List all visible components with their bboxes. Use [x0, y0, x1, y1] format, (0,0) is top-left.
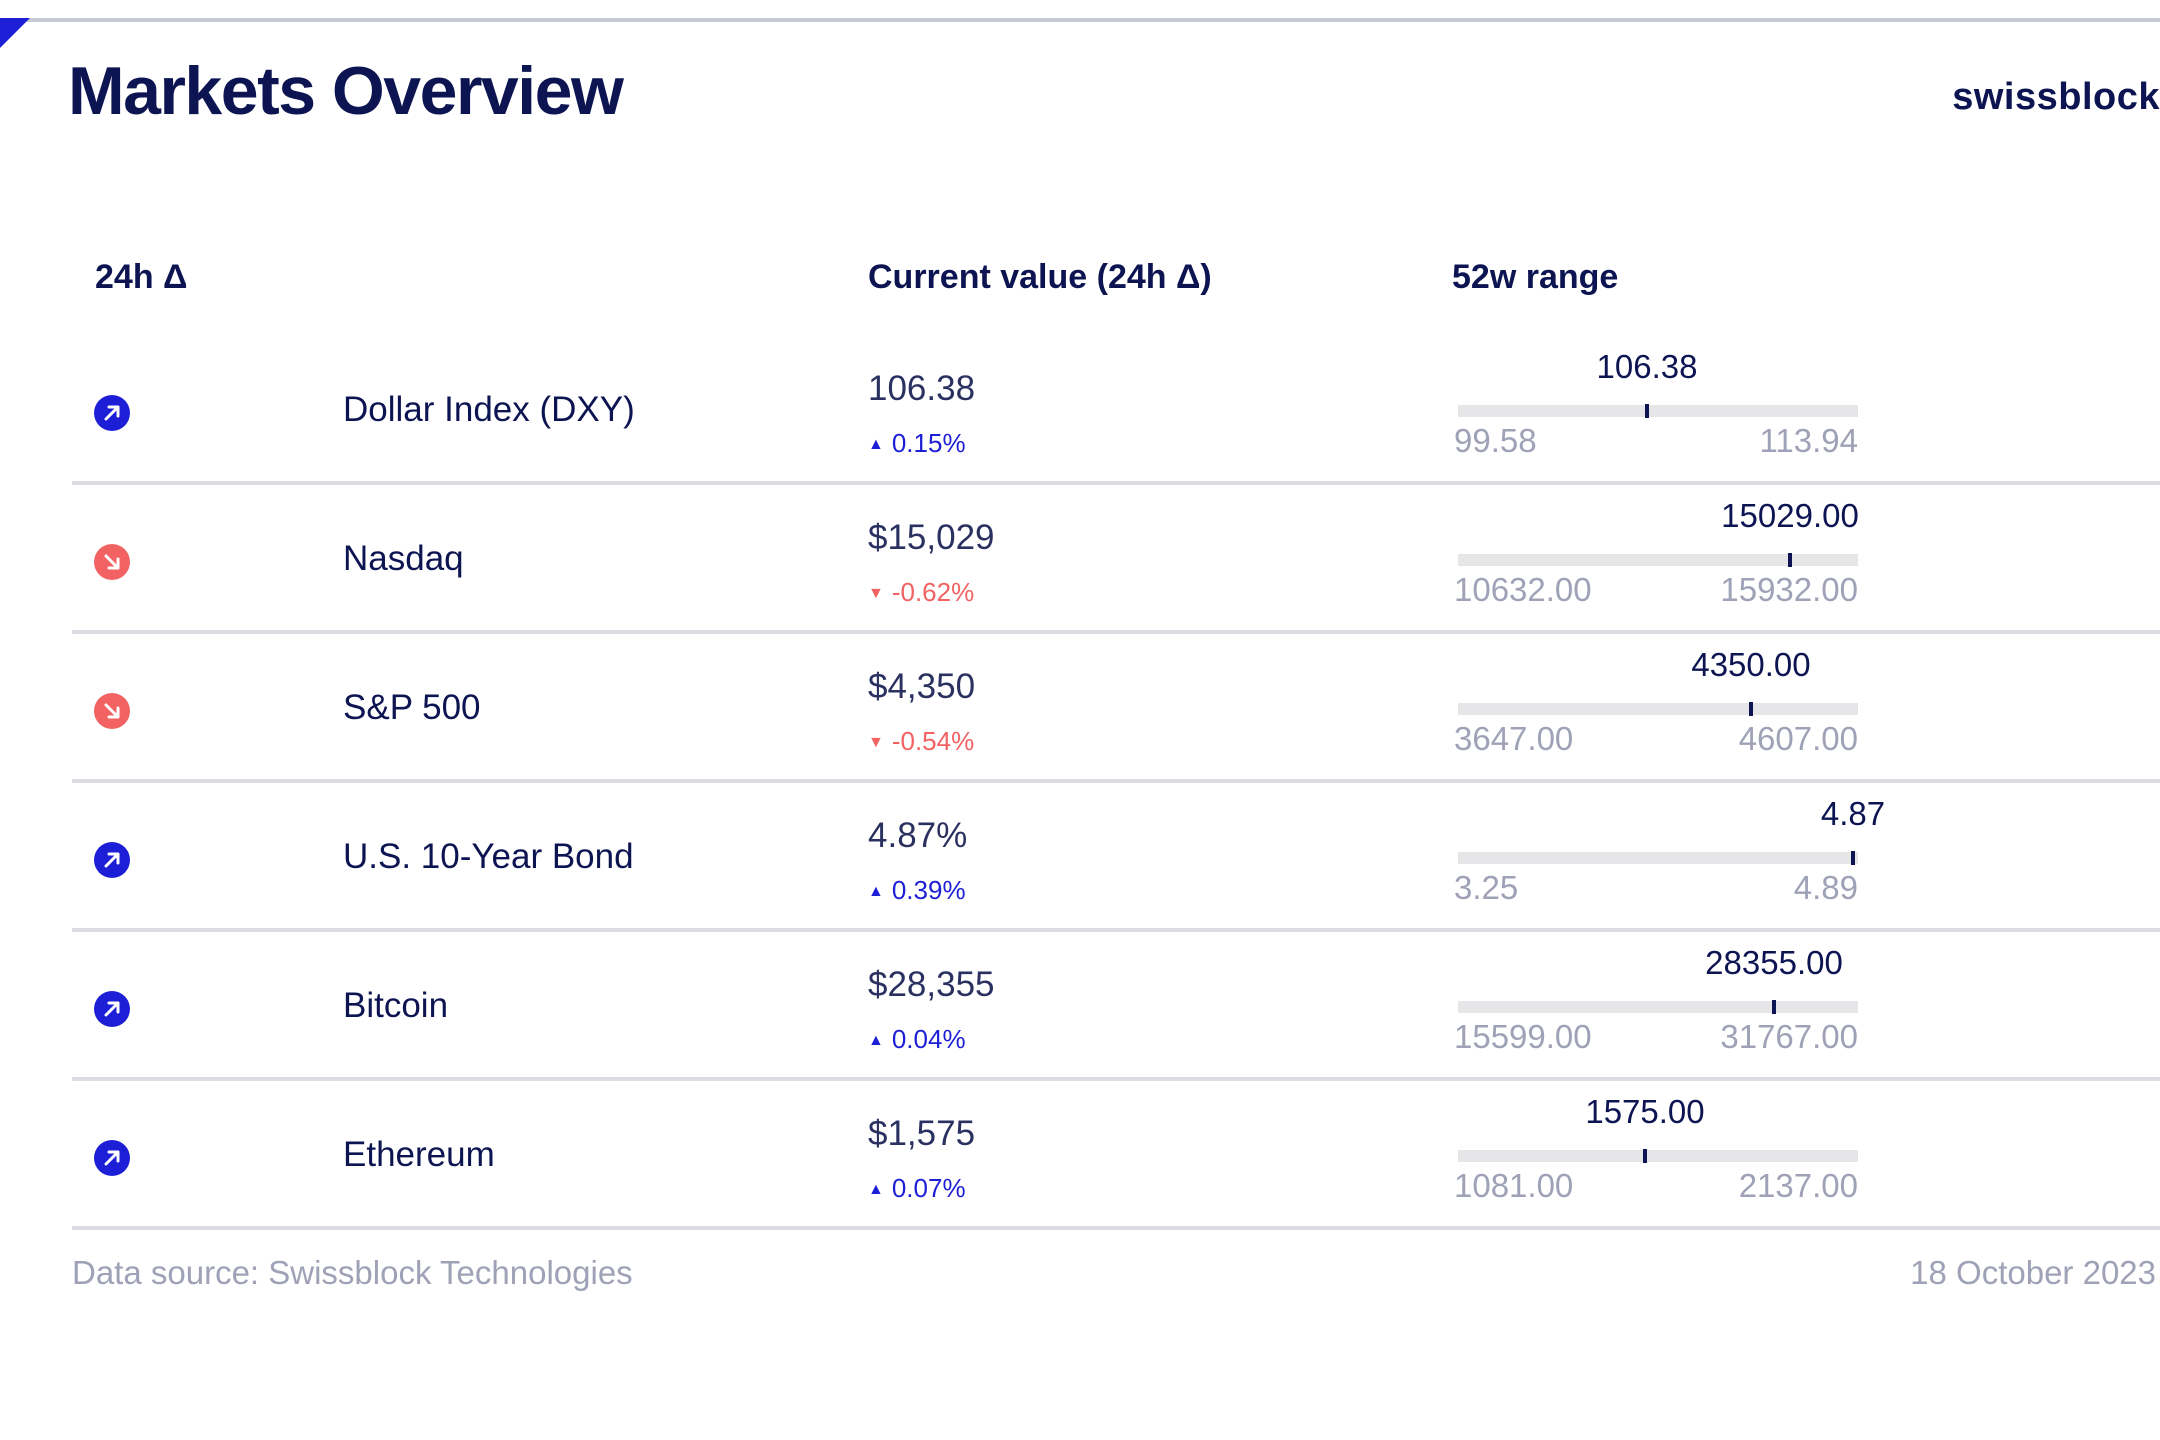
header-24h-delta: 24h Δ [95, 258, 188, 296]
range-marker [1645, 404, 1649, 418]
arrow-up-right-icon [94, 1140, 130, 1176]
arrow-up-right-icon [94, 991, 130, 1027]
table-row: U.S. 10-Year Bond 4.87% ▲ 0.39% 4.87 3.25… [72, 783, 2160, 932]
header-current-value: Current value (24h Δ) [868, 258, 1212, 296]
arrow-up-right-icon [94, 395, 130, 431]
change-24h: ▲ 0.04% [868, 1024, 966, 1055]
brand-logo: swissblock [1952, 76, 2160, 118]
change-24h: ▼ -0.62% [868, 577, 974, 608]
asset-name: Bitcoin [343, 986, 449, 1025]
range-marker [1643, 1149, 1647, 1163]
range-max: 31767.00 [1720, 1018, 1858, 1055]
change-text: 0.39% [891, 875, 966, 905]
asset-name: Nasdaq [343, 539, 464, 578]
change-text: 0.04% [891, 1024, 966, 1054]
range-track [1458, 703, 1858, 715]
asset-name: Dollar Index (DXY) [343, 390, 635, 429]
range-min: 15599.00 [1454, 1018, 1592, 1055]
data-source-note: Data source: Swissblock Technologies [72, 1254, 633, 1291]
range-marker [1788, 553, 1792, 567]
change-text: 0.07% [891, 1173, 966, 1203]
range-current: 4.87 [1820, 795, 1886, 832]
range-min: 3.25 [1454, 869, 1519, 906]
current-value: 4.87% [868, 816, 968, 855]
triangle-up-icon: ▲ [868, 1181, 884, 1198]
range-track [1458, 852, 1858, 864]
range-track [1458, 1001, 1858, 1013]
corner-accent [0, 18, 30, 48]
change-text: -0.54% [891, 726, 975, 756]
current-value: 106.38 [868, 369, 976, 408]
range-min: 10632.00 [1454, 571, 1592, 608]
table-row: S&P 500 $4,350 ▼ -0.54% 4350.00 3647.00 4… [72, 634, 2160, 783]
range-max: 2137.00 [1738, 1167, 1858, 1204]
triangle-down-icon: ▼ [868, 585, 884, 602]
change-text: 0.15% [891, 428, 966, 458]
asset-name: Ethereum [343, 1135, 495, 1174]
range-52w: 28355.00 15599.00 31767.00 [1454, 932, 1858, 1077]
current-value: $15,029 [868, 518, 995, 557]
header-52w-range: 52w range [1452, 258, 1619, 296]
table-header: 24h Δ Current value (24h Δ) 52w range [0, 258, 2160, 308]
range-min: 1081.00 [1454, 1167, 1574, 1204]
range-52w: 15029.00 10632.00 15932.00 [1454, 485, 1859, 630]
range-max: 4607.00 [1738, 720, 1858, 757]
range-52w: 4.87 3.25 4.89 [1454, 783, 1885, 928]
arrow-down-right-icon [94, 544, 130, 580]
report-date: 18 October 2023 [1910, 1254, 2156, 1291]
table-row: Nasdaq $15,029 ▼ -0.62% 15029.00 10632.00… [72, 485, 2160, 634]
top-rule [0, 18, 2160, 22]
table-row: Bitcoin $28,355 ▲ 0.04% 28355.00 15599.00… [72, 932, 2160, 1081]
triangle-down-icon: ▼ [868, 734, 884, 751]
triangle-up-icon: ▲ [868, 1032, 884, 1049]
range-current: 15029.00 [1721, 497, 1859, 534]
range-marker [1749, 702, 1753, 716]
range-current: 106.38 [1596, 348, 1698, 385]
asset-name: U.S. 10-Year Bond [343, 837, 634, 876]
table-row: Ethereum $1,575 ▲ 0.07% 1575.00 1081.00 2… [72, 1081, 2160, 1230]
range-52w: 106.38 99.58 113.94 [1454, 336, 1858, 481]
arrow-up-right-icon [94, 842, 130, 878]
change-24h: ▲ 0.07% [868, 1173, 966, 1204]
range-track [1458, 554, 1858, 566]
range-current: 1575.00 [1585, 1093, 1705, 1130]
range-min: 99.58 [1454, 422, 1537, 459]
asset-name: S&P 500 [343, 688, 481, 727]
range-52w: 1575.00 1081.00 2137.00 [1454, 1081, 1858, 1226]
range-max: 15932.00 [1720, 571, 1858, 608]
triangle-up-icon: ▲ [868, 436, 884, 453]
range-marker [1772, 1000, 1776, 1014]
current-value: $28,355 [868, 965, 995, 1004]
table-row: Dollar Index (DXY) 106.38 ▲ 0.15% 106.38 … [72, 336, 2160, 485]
page-title: Markets Overview [68, 53, 624, 129]
range-max: 4.89 [1793, 869, 1858, 906]
markets-table: Dollar Index (DXY) 106.38 ▲ 0.15% 106.38 … [72, 336, 2160, 1230]
range-current: 4350.00 [1691, 646, 1811, 683]
change-text: -0.62% [891, 577, 975, 607]
current-value: $4,350 [868, 667, 976, 706]
range-current: 28355.00 [1705, 944, 1843, 981]
change-24h: ▼ -0.54% [868, 726, 974, 757]
range-track [1458, 1150, 1858, 1162]
range-52w: 4350.00 3647.00 4607.00 [1454, 634, 1858, 779]
current-value: $1,575 [868, 1114, 976, 1153]
change-24h: ▲ 0.15% [868, 428, 966, 459]
range-max: 113.94 [1759, 422, 1858, 459]
arrow-down-right-icon [94, 693, 130, 729]
change-24h: ▲ 0.39% [868, 875, 966, 906]
range-min: 3647.00 [1454, 720, 1574, 757]
triangle-up-icon: ▲ [868, 883, 884, 900]
range-marker [1851, 851, 1855, 865]
range-track [1458, 405, 1858, 417]
